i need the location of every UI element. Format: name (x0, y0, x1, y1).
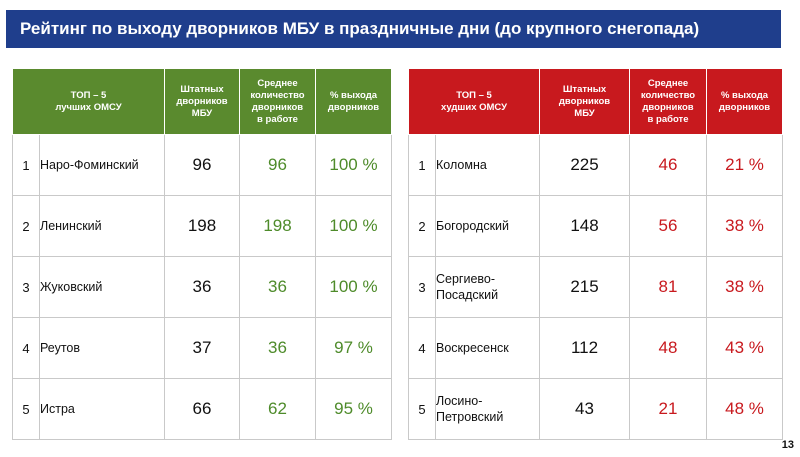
table-row: 5 Лосино- Петровский 43 21 48 % (408, 378, 784, 440)
worst-header-avg: Среднее количество дворников в работе (629, 68, 708, 135)
table-row: 1 Коломна 225 46 21 % (408, 134, 784, 196)
worst-header-staff: Штатных дворников МБУ (539, 68, 631, 135)
attendance-pct-cell: 95 % (315, 378, 392, 440)
omsu-name-cell: Сергиево- Посадский (434, 256, 541, 318)
table-row: 4 Реутов 37 36 97 % (12, 317, 392, 379)
staff-count-cell: 96 (164, 134, 240, 196)
page-number: 13 (781, 439, 794, 451)
table-row: 5 Истра 66 62 95 % (12, 378, 392, 440)
rank-cell: 5 (12, 378, 40, 440)
worst-header-pct: % выхода дворников (706, 68, 784, 135)
rank-cell: 2 (408, 195, 436, 257)
avg-working-cell: 36 (239, 317, 316, 379)
avg-working-cell: 62 (239, 378, 316, 440)
table-row: 1 Наро-Фоминский 96 96 100 % (12, 134, 392, 196)
staff-count-cell: 43 (539, 378, 631, 440)
avg-working-cell: 96 (239, 134, 316, 196)
attendance-pct-cell: 21 % (706, 134, 784, 196)
attendance-pct-cell: 100 % (315, 256, 392, 318)
slide-title: Рейтинг по выходу дворников МБУ в праздн… (6, 10, 781, 48)
rank-cell: 2 (12, 195, 40, 257)
omsu-name-cell: Реутов (39, 317, 165, 379)
staff-count-cell: 198 (164, 195, 240, 257)
rank-cell: 3 (408, 256, 436, 318)
rank-cell: 4 (12, 317, 40, 379)
rank-cell: 1 (12, 134, 40, 196)
avg-working-cell: 46 (629, 134, 708, 196)
omsu-name-cell: Коломна (434, 134, 541, 196)
worst-omsu-table: ТОП – 5 худших ОМСУ Штатных дворников МБ… (407, 68, 784, 440)
staff-count-cell: 225 (539, 134, 631, 196)
staff-count-cell: 36 (164, 256, 240, 318)
worst-header-top: ТОП – 5 худших ОМСУ (407, 68, 541, 135)
rank-cell: 5 (408, 378, 436, 440)
staff-count-cell: 66 (164, 378, 240, 440)
table-row: 3 Сергиево- Посадский 215 81 38 % (408, 256, 784, 318)
omsu-name-cell: Истра (39, 378, 165, 440)
staff-count-cell: 37 (164, 317, 240, 379)
rank-cell: 3 (12, 256, 40, 318)
attendance-pct-cell: 97 % (315, 317, 392, 379)
best-header-pct: % выхода дворников (315, 68, 392, 135)
table-row: 4 Воскресенск 112 48 43 % (408, 317, 784, 379)
omsu-name-cell: Ленинский (39, 195, 165, 257)
avg-working-cell: 198 (239, 195, 316, 257)
omsu-name-cell: Жуковский (39, 256, 165, 318)
best-table-header-row: ТОП – 5 лучших ОМСУ Штатных дворников МБ… (12, 68, 392, 135)
attendance-pct-cell: 48 % (706, 378, 784, 440)
attendance-pct-cell: 38 % (706, 195, 784, 257)
table-row: 3 Жуковский 36 36 100 % (12, 256, 392, 318)
omsu-name-cell: Наро-Фоминский (39, 134, 165, 196)
avg-working-cell: 81 (629, 256, 708, 318)
avg-working-cell: 21 (629, 378, 708, 440)
table-row: 2 Богородский 148 56 38 % (408, 195, 784, 257)
best-omsu-table: ТОП – 5 лучших ОМСУ Штатных дворников МБ… (12, 68, 392, 440)
attendance-pct-cell: 43 % (706, 317, 784, 379)
omsu-name-cell: Воскресенск (434, 317, 541, 379)
best-header-staff: Штатных дворников МБУ (164, 68, 240, 135)
worst-table-header-row: ТОП – 5 худших ОМСУ Штатных дворников МБ… (407, 68, 784, 135)
avg-working-cell: 48 (629, 317, 708, 379)
omsu-name-cell: Богородский (434, 195, 541, 257)
staff-count-cell: 215 (539, 256, 631, 318)
avg-working-cell: 36 (239, 256, 316, 318)
best-header-avg: Среднее количество дворников в работе (239, 68, 316, 135)
best-header-top: ТОП – 5 лучших ОМСУ (12, 68, 165, 135)
staff-count-cell: 112 (539, 317, 631, 379)
attendance-pct-cell: 38 % (706, 256, 784, 318)
omsu-name-cell: Лосино- Петровский (434, 378, 541, 440)
rank-cell: 4 (408, 317, 436, 379)
avg-working-cell: 56 (629, 195, 708, 257)
rank-cell: 1 (408, 134, 436, 196)
staff-count-cell: 148 (539, 195, 631, 257)
table-row: 2 Ленинский 198 198 100 % (12, 195, 392, 257)
attendance-pct-cell: 100 % (315, 195, 392, 257)
attendance-pct-cell: 100 % (315, 134, 392, 196)
